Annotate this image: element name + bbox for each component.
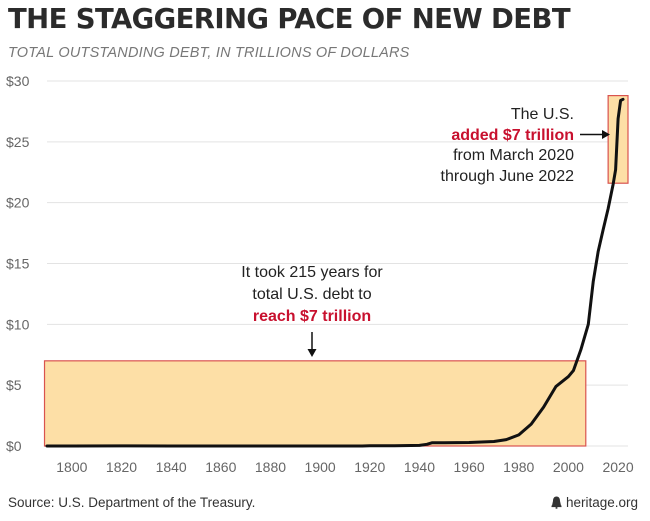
chart-subtitle: TOTAL OUTSTANDING DEBT, IN TRILLIONS OF …	[8, 45, 410, 61]
annotation-215-years-line-2: total U.S. debt to	[252, 286, 371, 303]
x-tick-label: 1940	[404, 459, 435, 475]
x-tick-label: 2020	[602, 459, 633, 475]
x-tick-label: 1980	[503, 459, 534, 475]
annotation-arrow-right-head	[602, 130, 610, 139]
annotation-added-7-trillion-line-2: added $7 trillion	[451, 127, 574, 144]
line-chart: $0 $5 $10 $15 $20 $25 $30 1800 1820 1840 1860 1880 1…	[6, 73, 634, 475]
annotation-added-7-trillion-line-4: through June 2022	[441, 168, 575, 185]
source-note: Source: U.S. Department of the Treasury.	[8, 495, 256, 510]
annotation-215-years-line-1: It took 215 years for	[241, 264, 383, 281]
annotation-added-7-trillion-line-1: The U.S.	[511, 106, 574, 123]
y-tick-label: $20	[6, 195, 30, 211]
x-tick-label: 1800	[56, 459, 87, 475]
annotation-arrow-down-head	[307, 349, 317, 357]
y-tick-label: $30	[6, 73, 30, 89]
x-tick-label: 1880	[255, 459, 286, 475]
brand-credit[interactable]: heritage.org	[551, 495, 638, 510]
x-tick-label: 1900	[305, 459, 336, 475]
y-tick-label: $0	[6, 438, 22, 454]
brand-label: heritage.org	[565, 495, 638, 510]
highlight-box-1	[43, 360, 587, 447]
bell-icon	[551, 496, 562, 509]
y-tick-label: $10	[6, 316, 30, 332]
debt-series-line	[45, 97, 625, 448]
x-tick-label: 1840	[156, 459, 187, 475]
x-tick-label: 1820	[106, 459, 137, 475]
chart-title: THE STAGGERING PACE OF NEW DEBT	[8, 3, 571, 35]
x-tick-label: 1860	[205, 459, 236, 475]
x-tick-label: 1960	[454, 459, 485, 475]
x-tick-label: 1920	[354, 459, 385, 475]
y-tick-label: $25	[6, 134, 30, 150]
annotation-215-years-line-3: reach $7 trillion	[253, 308, 371, 325]
x-tick-label: 2000	[553, 459, 584, 475]
annotation-added-7-trillion-line-3: from March 2020	[453, 147, 574, 164]
y-tick-label: $5	[6, 377, 22, 393]
y-tick-label: $15	[6, 256, 30, 272]
